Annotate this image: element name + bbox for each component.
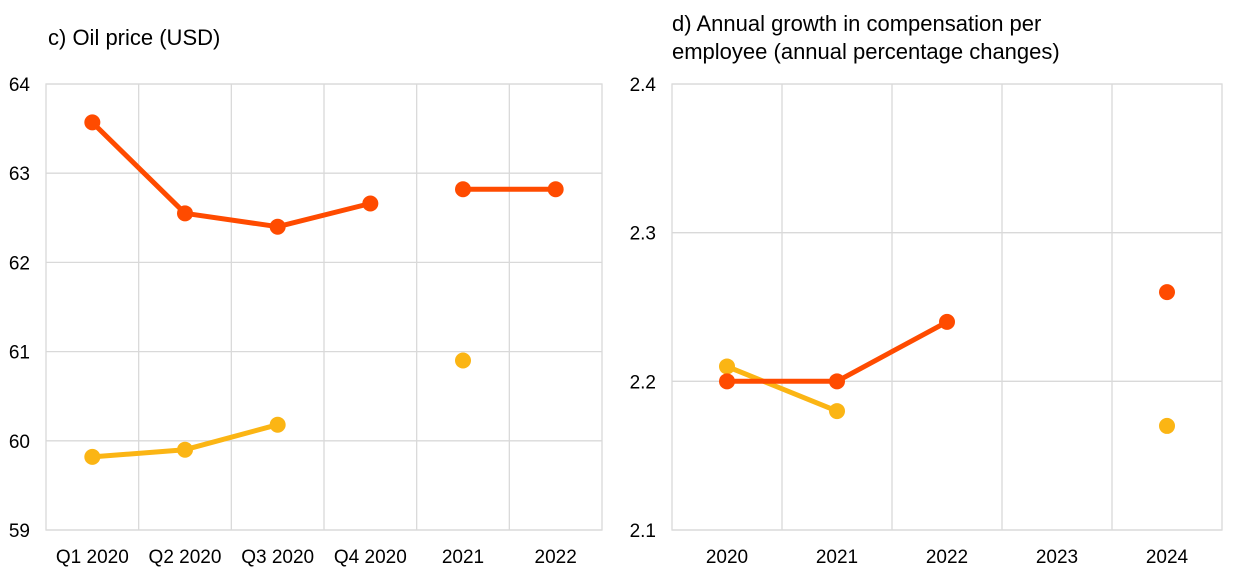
x-tick-label: 2022 — [926, 547, 968, 568]
chart-title-compensation-line-1: d) Annual growth in compensation per — [672, 11, 1042, 36]
y-tick-label: 2.1 — [630, 521, 656, 542]
x-tick-label: 2022 — [535, 547, 577, 568]
chart-title-oil-price: c) Oil price (USD) — [48, 25, 221, 50]
y-tick-label: 61 — [9, 343, 30, 364]
chart-compensation-growth: 2.1 2.2 2.3 2.4 2020 2021 2022 2023 2024 — [630, 75, 1223, 568]
chart-oil-price: 59 60 61 62 63 64 Q1 2020 Q2 2020 Q3 2020 Q4 2020… — [9, 75, 603, 568]
x-tick-label: Q2 2020 — [149, 547, 222, 568]
data-point — [455, 181, 471, 198]
x-tick-label: 2021 — [816, 547, 858, 568]
x-tick-label: Q3 2020 — [241, 547, 314, 568]
data-point — [719, 373, 735, 390]
y-tick-label: 63 — [9, 164, 30, 185]
data-point — [269, 218, 286, 235]
y-tick-label: 2.3 — [630, 224, 656, 245]
y-tick-label: 59 — [9, 521, 30, 542]
data-point — [177, 441, 193, 458]
x-tick-label: 2023 — [1036, 547, 1078, 568]
series-line — [724, 319, 950, 384]
data-point — [547, 181, 564, 198]
data-point — [362, 195, 379, 212]
data-point — [84, 114, 101, 131]
series-1 — [719, 358, 1175, 434]
y-tick-label: 2.4 — [630, 75, 657, 96]
series-2 — [719, 284, 1175, 390]
chart-title-compensation-line-2: employee (annual percentage changes) — [672, 39, 1060, 64]
series-line — [724, 364, 840, 414]
data-point — [177, 205, 193, 222]
plot-area — [45, 83, 603, 531]
x-tick-label: Q4 2020 — [334, 547, 407, 568]
plot-area — [671, 83, 1223, 531]
series-2 — [84, 114, 564, 235]
data-point — [829, 373, 845, 390]
data-point — [1159, 284, 1175, 301]
data-point — [939, 313, 955, 330]
data-point — [719, 358, 735, 375]
x-tick-label: 2020 — [706, 547, 748, 568]
y-tick-label: 62 — [9, 253, 30, 274]
data-point — [455, 352, 471, 369]
data-point — [269, 416, 286, 433]
series-1 — [84, 352, 471, 465]
data-point — [829, 403, 845, 420]
x-tick-label: 2024 — [1146, 547, 1189, 568]
series-line — [89, 119, 373, 230]
gridlines — [672, 83, 1222, 531]
y-tick-label: 64 — [9, 75, 31, 96]
data-point — [84, 448, 101, 465]
data-point — [1159, 417, 1175, 434]
y-tick-label: 60 — [9, 432, 30, 453]
y-tick-label: 2.2 — [630, 372, 656, 393]
x-tick-label: Q1 2020 — [56, 547, 129, 568]
x-tick-label: 2021 — [442, 547, 484, 568]
gridlines — [46, 83, 602, 531]
chart-title-compensation: d) Annual growth in compensation per emp… — [672, 10, 1060, 66]
